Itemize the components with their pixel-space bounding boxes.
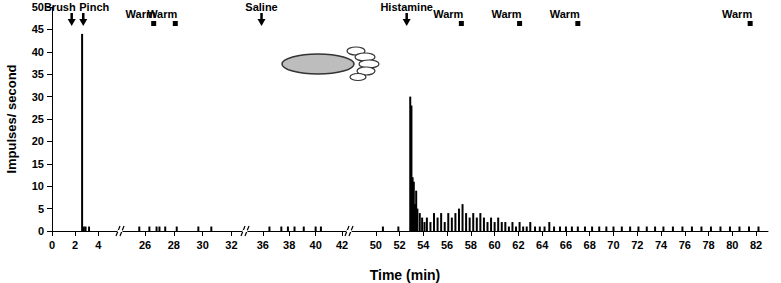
svg-text:82: 82 <box>750 239 762 251</box>
svg-text:Pinch: Pinch <box>79 1 109 13</box>
svg-text:50: 50 <box>32 1 44 13</box>
svg-text:40: 40 <box>32 46 44 58</box>
svg-text:56: 56 <box>441 239 453 251</box>
svg-text:78: 78 <box>702 239 714 251</box>
svg-text:5: 5 <box>38 203 44 215</box>
svg-text:20: 20 <box>32 135 44 147</box>
svg-text:76: 76 <box>679 239 691 251</box>
svg-text:72: 72 <box>631 239 643 251</box>
svg-text:52: 52 <box>393 239 405 251</box>
svg-text:38: 38 <box>283 239 295 251</box>
svg-text:0: 0 <box>49 239 55 251</box>
svg-text:Warm: Warm <box>722 8 752 20</box>
svg-text:Warm: Warm <box>491 8 521 20</box>
svg-text:30: 30 <box>32 91 44 103</box>
svg-text:42: 42 <box>336 239 348 251</box>
svg-text:36: 36 <box>257 239 269 251</box>
svg-text:32: 32 <box>225 239 237 251</box>
svg-text:64: 64 <box>536 239 549 251</box>
svg-text:Warm: Warm <box>550 8 580 20</box>
svg-text:70: 70 <box>607 239 619 251</box>
svg-text:Impulses/ second: Impulses/ second <box>4 64 19 173</box>
svg-text:0: 0 <box>38 225 44 237</box>
svg-text:Histamine: Histamine <box>380 1 433 13</box>
svg-text:66: 66 <box>560 239 572 251</box>
svg-text:62: 62 <box>512 239 524 251</box>
svg-text:2: 2 <box>72 239 78 251</box>
svg-text:54: 54 <box>417 239 430 251</box>
svg-text:60: 60 <box>489 239 501 251</box>
svg-text:40: 40 <box>310 239 322 251</box>
svg-text:28: 28 <box>168 239 180 251</box>
svg-text:15: 15 <box>32 158 44 170</box>
svg-text:Brush: Brush <box>44 1 76 13</box>
svg-text:35: 35 <box>32 68 44 80</box>
svg-text:4: 4 <box>95 239 102 251</box>
svg-text:Warm: Warm <box>125 7 156 20</box>
svg-text:50: 50 <box>370 239 382 251</box>
svg-text:68: 68 <box>584 239 596 251</box>
svg-text:74: 74 <box>655 239 668 251</box>
svg-text:30: 30 <box>197 239 209 251</box>
svg-text:58: 58 <box>465 239 477 251</box>
svg-text:26: 26 <box>139 239 151 251</box>
svg-text:80: 80 <box>726 239 738 251</box>
svg-text:Time (min): Time (min) <box>370 267 441 283</box>
svg-text:Warm: Warm <box>147 8 177 20</box>
svg-text:25: 25 <box>32 113 44 125</box>
svg-text:10: 10 <box>32 180 44 192</box>
svg-text:Saline: Saline <box>245 1 277 13</box>
svg-text:45: 45 <box>32 23 44 35</box>
svg-text:Warm: Warm <box>433 8 463 20</box>
